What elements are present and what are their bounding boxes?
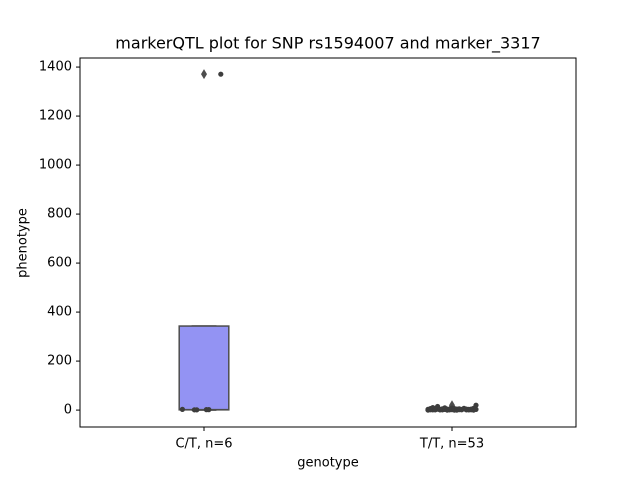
- strip-point: [456, 407, 462, 413]
- y-tick-label: 600: [47, 256, 72, 271]
- chart-title: markerQTL plot for SNP rs1594007 and mar…: [115, 34, 540, 54]
- y-tick-label: 800: [47, 207, 72, 222]
- strip-point: [194, 407, 200, 413]
- y-tick-label: 200: [47, 354, 72, 369]
- strip-point: [218, 71, 224, 77]
- strip-point: [473, 402, 479, 408]
- strip-point: [206, 407, 212, 413]
- x-tick-label: T/T, n=53: [419, 437, 484, 452]
- strip-point: [432, 406, 438, 412]
- strip-point: [444, 407, 450, 413]
- y-tick-label: 400: [47, 305, 72, 320]
- y-tick-label: 1400: [39, 60, 72, 75]
- y-axis-label: phenotype: [16, 208, 31, 278]
- y-tick-label: 1000: [39, 158, 72, 173]
- box: [178, 325, 230, 411]
- x-axis-label: genotype: [297, 456, 358, 471]
- y-tick-label: 0: [64, 403, 72, 418]
- strip-point: [179, 406, 185, 412]
- flier: [201, 69, 207, 80]
- strip-point: [468, 406, 474, 412]
- y-tick-label: 1200: [39, 109, 72, 124]
- plot-frame: [79, 57, 577, 428]
- x-tick-label: C/T, n=6: [175, 437, 232, 452]
